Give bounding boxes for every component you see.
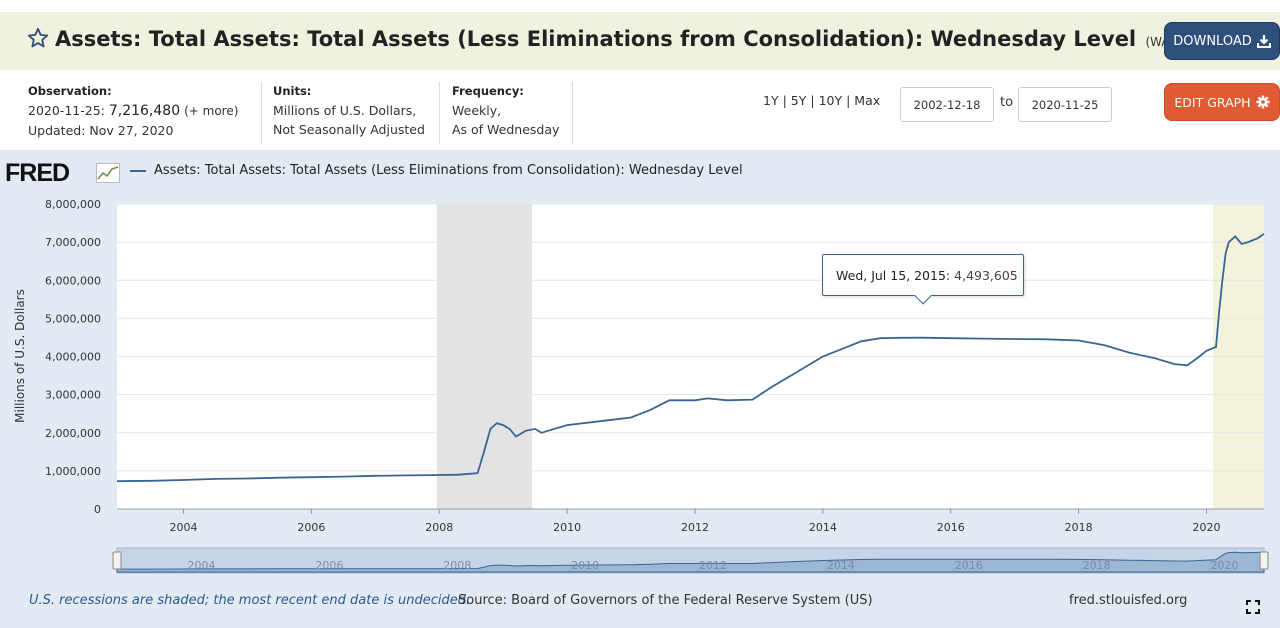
navigator-area	[116, 551, 1265, 573]
navigator-handle-right[interactable]	[1259, 551, 1269, 570]
chart-legend: Assets: Total Assets: Total Assets (Less…	[130, 163, 743, 178]
frequency-line2: As of Wednesday	[452, 122, 560, 137]
to-label: to	[1000, 95, 1014, 110]
range-separator: |	[810, 93, 815, 108]
meta-divider	[261, 82, 262, 144]
y-axis-ticks: 0 1,000,000 2,000,000 3,000,000 4,000,000 5,0…	[45, 198, 101, 516]
y-tick-label: 6,000,000	[45, 274, 101, 287]
units-line2: Not Seasonally Adjusted	[273, 122, 425, 137]
series-line[interactable]	[116, 233, 1265, 483]
x-tick-label: 2016	[937, 521, 965, 534]
star-icon[interactable]	[27, 27, 49, 49]
navigator-tick-label: 2018	[1083, 559, 1111, 572]
fullscreen-icon[interactable]	[1246, 600, 1260, 614]
x-tick-label: 2018	[1065, 521, 1093, 534]
x-tick-label: 2006	[297, 521, 325, 534]
fred-logo[interactable]: FRED	[5, 159, 70, 187]
navigator-ticks: 2004 2006 2008 2010 2012 2014 2016 2018 2020	[187, 559, 1238, 572]
observation-more-link[interactable]: (+ more)	[184, 104, 239, 118]
y-tick-label: 1,000,000	[45, 465, 101, 478]
tooltip-date: Wed, Jul 15, 2015:	[836, 267, 951, 283]
y-axis-label: Millions of U.S. Dollars	[13, 289, 27, 423]
end-date-input[interactable]	[1018, 87, 1112, 122]
site-link[interactable]: fred.stlouisfed.org	[1069, 593, 1188, 608]
y-tick-label: 3,000,000	[45, 389, 101, 402]
range-5y[interactable]: 5Y	[790, 93, 807, 108]
x-tick-label: 2004	[169, 521, 197, 534]
series-title: Assets: Total Assets: Total Assets (Less…	[55, 27, 1137, 51]
navigator-tick-label: 2016	[955, 559, 983, 572]
download-icon	[1256, 35, 1271, 48]
x-tick-label: 2008	[425, 521, 453, 534]
y-tick-label: 5,000,000	[45, 312, 101, 325]
navigator-tick-label: 2014	[827, 559, 855, 572]
y-tick-label: 2,000,000	[45, 427, 101, 440]
range-10y[interactable]: 10Y	[818, 93, 843, 108]
x-tick-label: 2010	[553, 521, 581, 534]
fred-logo-graph-icon	[96, 163, 120, 183]
units-line1: Millions of U.S. Dollars,	[273, 103, 417, 118]
navigator-tick-label: 2008	[443, 559, 471, 572]
gear-icon	[1256, 95, 1270, 109]
navigator-tick-label: 2020	[1210, 559, 1238, 572]
x-axis-ticks: 2004 2006 2008 2010 2012 2014 2016 2018 2020	[169, 509, 1220, 534]
observation-date: 2020-11-25:	[28, 103, 105, 118]
download-button[interactable]: DOWNLOAD	[1164, 22, 1280, 60]
range-1y[interactable]: 1Y	[763, 93, 779, 108]
observation-label: Observation:	[28, 84, 112, 98]
data-tooltip: Wed, Jul 15, 2015: 4,493,605	[822, 254, 1024, 305]
recession-note: U.S. recessions are shaded; the most rec…	[29, 593, 471, 608]
start-date-input[interactable]	[900, 87, 994, 122]
navigator-tick-label: 2010	[571, 559, 599, 572]
navigator-handle-left[interactable]	[112, 551, 122, 570]
title-bar: Assets: Total Assets: Total Assets (Less…	[0, 12, 1280, 70]
observation-value: 7,216,480	[108, 103, 181, 119]
meta-divider	[572, 82, 573, 144]
source-note: Source: Board of Governors of the Federa…	[458, 593, 873, 608]
x-tick-label: 2014	[809, 521, 837, 534]
frequency-label: Frequency:	[452, 84, 524, 98]
gridlines	[117, 203, 1264, 510]
range-links: 1Y | 5Y | 10Y | Max	[763, 93, 880, 108]
range-max[interactable]: Max	[854, 93, 881, 108]
units-label: Units:	[273, 84, 312, 98]
navigator-tick-label: 2004	[187, 559, 215, 572]
navigator-tick-label: 2012	[699, 559, 727, 572]
page-title: Assets: Total Assets: Total Assets (Less…	[55, 27, 1196, 51]
frequency-block: Frequency: Weekly, As of Wednesday	[452, 82, 559, 139]
y-tick-label: 7,000,000	[45, 236, 101, 249]
y-tick-label: 4,000,000	[45, 351, 101, 364]
tooltip-value: 4,493,605	[954, 267, 1018, 283]
observation-block: Observation: 2020-11-25: 7,216,480 (+ mo…	[28, 82, 238, 140]
meta-divider	[439, 82, 440, 144]
download-label: DOWNLOAD	[1173, 33, 1252, 49]
edit-graph-label: EDIT GRAPH	[1174, 94, 1251, 110]
range-separator: |	[846, 93, 851, 108]
x-tick-label: 2020	[1192, 521, 1220, 534]
frequency-line1: Weekly,	[452, 103, 502, 118]
y-tick-label: 0	[94, 503, 101, 516]
range-separator: |	[782, 93, 787, 108]
legend-line-swatch	[130, 169, 146, 172]
units-block: Units: Millions of U.S. Dollars, Not Sea…	[273, 82, 425, 139]
x-tick-label: 2012	[681, 521, 709, 534]
navigator-tick-label: 2006	[315, 559, 343, 572]
edit-graph-button[interactable]: EDIT GRAPH	[1164, 83, 1280, 121]
updated-date: Updated: Nov 27, 2020	[28, 123, 174, 138]
y-tick-label: 8,000,000	[45, 198, 101, 211]
legend-label: Assets: Total Assets: Total Assets (Less…	[154, 163, 743, 178]
